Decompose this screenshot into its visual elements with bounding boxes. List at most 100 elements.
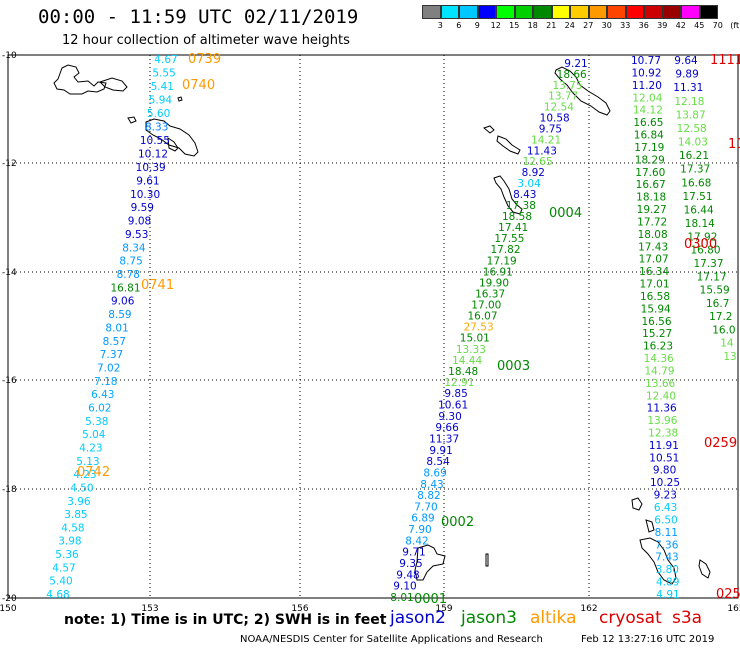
wave-height-label: 5.94 [149,95,173,107]
wave-height-label: 8.43 [420,479,443,491]
time-tag: 0003 [497,359,530,374]
wave-height-label: 4.23 [73,469,96,481]
credit-text: NOAA/NESDIS Center for Satellite Applica… [240,634,543,645]
color-swatch [662,5,681,19]
wave-height-label: 9.89 [675,69,698,81]
track-b-labels: 9.2118.6613.7513.7712.5410.589.7514.2111… [390,58,587,604]
wave-height-label: 16.0 [712,324,735,336]
wave-height-label: 8.59 [108,309,131,321]
wave-height-label: 5.40 [49,576,72,588]
wave-height-label: 3.98 [58,536,81,548]
time-tag: 0004 [549,206,582,221]
wave-height-label: 8.57 [103,336,126,348]
legend-jason2: jason2 [390,608,446,628]
wave-height-label: 9.30 [438,411,461,423]
wave-height-label: 12.54 [544,102,574,114]
color-swatch [422,5,441,19]
wave-height-label: 13.66 [645,378,675,390]
wave-height-label: 18.29 [635,154,665,166]
coastline-solomon-mid [493,175,523,215]
wave-height-label: 14.44 [452,355,482,367]
map-frame [7,54,739,599]
wave-height-label: 15.94 [641,303,671,315]
wave-height-label: 9.08 [128,216,151,228]
wave-height-label: 12.04 [632,92,662,104]
wave-height-label: 8.34 [122,242,146,254]
time-tag: 0300 [684,237,717,252]
wave-height-label: 17.43 [638,241,668,253]
wave-height-label: 8.82 [417,490,440,502]
wave-height-label: 9.64 [674,55,698,67]
time-tag: 0742 [77,465,110,480]
time-tag: 1111 [710,53,740,68]
wave-height-label: 4.50 [70,482,93,494]
coastline-east-b [639,537,677,585]
wave-height-label: 9.59 [131,202,154,214]
wave-height-label: 5.36 [55,549,79,561]
color-scale-label: 27 [583,21,594,30]
coastline-northwest-islands [53,64,128,95]
wave-height-label: 18.48 [448,366,478,378]
color-swatch [533,5,552,19]
wave-height-label: 14.03 [678,137,708,149]
wave-height-label: 8.75 [119,256,142,268]
coastline-east-a [631,497,655,533]
wave-height-label: 12.91 [444,377,474,389]
wave-height-label: 14.79 [644,365,674,377]
color-scale-label: 36 [638,21,649,30]
wave-height-label: 13.96 [647,415,677,427]
coastline-island-dot [485,553,489,567]
wave-height-label: 19.90 [479,277,509,289]
wave-height-label: 12.38 [648,428,678,440]
wave-height-label: 7.02 [97,363,120,375]
wave-height-label: 7.36 [655,539,679,551]
color-swatch [625,5,644,19]
color-scale-label: 24 [564,21,575,30]
coastline-east-c [698,559,711,579]
color-scale-label: 70 [712,21,723,30]
longitude-label: 162 [580,604,597,614]
wave-height-label: 8.11 [655,527,678,539]
wave-height-label: 9.85 [444,388,467,400]
color-swatch [459,5,478,19]
wave-height-label: 17.19 [487,255,517,267]
wave-height-label: 6.43 [654,502,677,514]
legend-altika: altika [530,608,577,628]
wave-height-label: 3.04 [517,178,541,190]
wave-height-label: 7.43 [655,552,678,564]
wave-height-label: 17.41 [498,222,528,234]
color-scale-label: 6 [456,21,462,30]
wave-height-label: 5.60 [147,108,170,120]
wave-height-label: 5.38 [85,416,108,428]
wave-height-label: 10.92 [631,67,661,79]
wave-height-label: 18.66 [557,69,587,81]
wave-height-label: 16.91 [483,266,513,278]
time-tag: 025 [716,587,740,602]
color-swatch [570,5,589,19]
wave-height-label: 17.51 [682,191,712,203]
wave-height-label: 11.20 [632,80,662,92]
wave-height-label: 16.58 [640,291,670,303]
wave-height-label: 10.77 [631,55,661,67]
color-scale-label: 18 [527,21,538,30]
wave-height-label: 8.78 [117,269,140,281]
wave-height-label: 15.27 [642,328,672,340]
wave-height-label: 9.61 [136,176,159,188]
color-scale-label: 33 [620,21,631,30]
wave-height-label: 14.12 [633,105,663,117]
wave-height-label: 13.87 [676,109,706,121]
wave-height-label: 8.69 [423,468,446,480]
wave-height-label: 9.35 [399,558,422,570]
wave-height-label: 4.57 [52,562,75,574]
wave-height-label: 16.65 [633,117,663,129]
wave-height-label: 14.21 [531,134,561,146]
wave-height-label: 8.01 [105,323,128,335]
latitude-label: -10 [2,51,17,61]
wave-height-label: 17.00 [471,300,501,312]
time-tag: 11 [728,137,740,152]
coastline-island-small-a [127,116,137,124]
time-tag: 0002 [441,515,474,530]
wave-height-label: 9.80 [653,465,676,477]
